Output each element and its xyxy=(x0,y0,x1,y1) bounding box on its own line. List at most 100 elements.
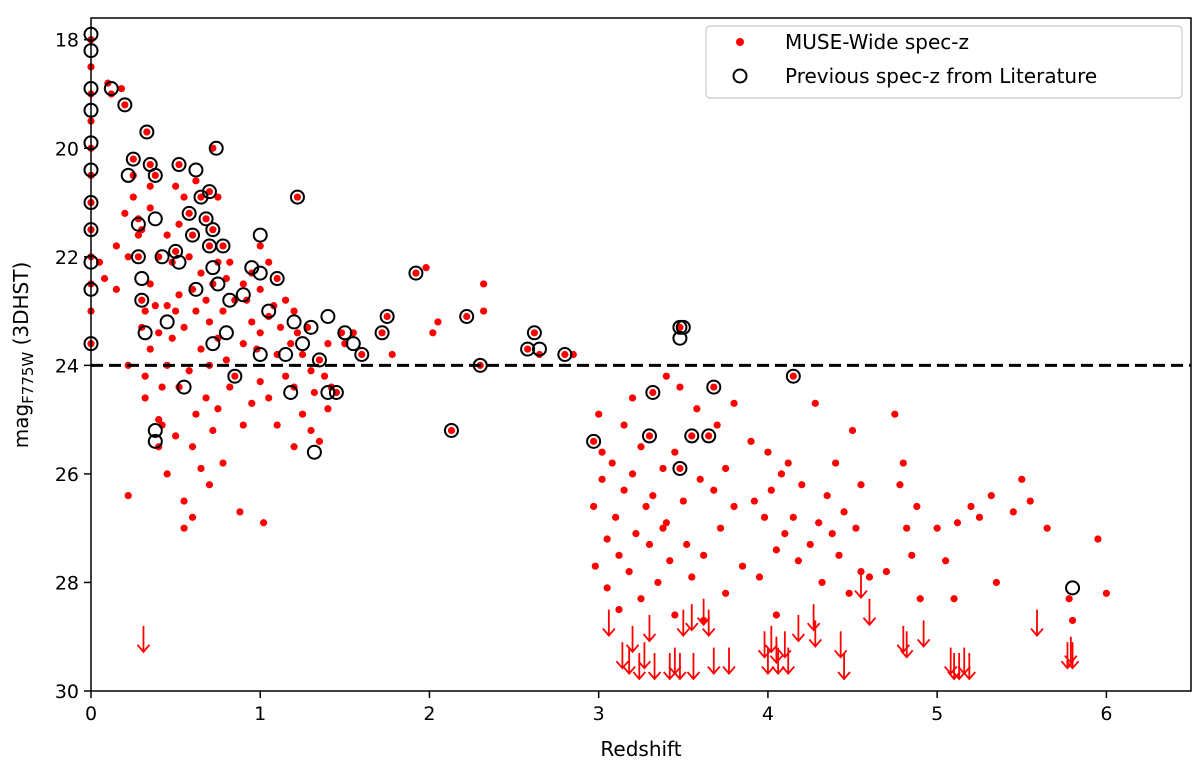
muse-point xyxy=(642,502,650,511)
muse-point xyxy=(117,84,126,93)
muse-point xyxy=(777,470,786,478)
muse-point xyxy=(205,318,214,326)
muse-point xyxy=(950,595,958,603)
muse-point xyxy=(688,573,696,581)
muse-point xyxy=(1018,475,1026,483)
muse-point xyxy=(337,329,346,337)
muse-point xyxy=(662,519,670,527)
muse-point xyxy=(696,475,704,483)
muse-point xyxy=(1068,616,1077,625)
y-tick-label: 28 xyxy=(55,572,79,594)
legend-box xyxy=(705,25,1183,99)
muse-point xyxy=(222,274,230,283)
literature-point xyxy=(134,292,150,308)
literature-point xyxy=(295,336,311,352)
literature-point xyxy=(171,157,187,173)
muse-point xyxy=(772,611,780,619)
y-tick-label: 30 xyxy=(55,681,79,703)
muse-point xyxy=(693,405,701,413)
muse-point xyxy=(185,253,193,261)
muse-point xyxy=(324,405,332,413)
muse-point xyxy=(239,280,247,288)
muse-point xyxy=(645,540,654,549)
muse-point xyxy=(265,394,273,402)
muse-point xyxy=(480,307,488,315)
muse-point xyxy=(628,394,637,402)
muse-point xyxy=(953,519,962,527)
muse-point xyxy=(772,546,780,554)
upper-limit-arrow xyxy=(791,615,806,643)
literature-point xyxy=(120,167,136,183)
muse-point xyxy=(168,334,176,342)
muse-point xyxy=(141,307,149,315)
y-axis-label-subscript: F775W xyxy=(19,352,37,404)
muse-point xyxy=(192,177,200,185)
muse-point xyxy=(628,470,637,478)
muse-point xyxy=(730,502,738,511)
upper-limit-arrow xyxy=(916,620,931,648)
muse-point xyxy=(265,258,273,266)
muse-point xyxy=(760,513,769,521)
muse-point xyxy=(671,611,679,619)
muse-point xyxy=(298,410,307,418)
muse-point xyxy=(1009,508,1017,516)
literature-point xyxy=(181,205,197,221)
muse-point xyxy=(412,269,420,277)
upper-limit-arrow xyxy=(696,598,711,627)
literature-point xyxy=(198,211,214,227)
muse-point xyxy=(806,540,814,549)
literature-point xyxy=(205,222,221,238)
muse-point xyxy=(290,443,298,451)
muse-point xyxy=(298,350,307,359)
muse-point xyxy=(304,323,312,331)
muse-point xyxy=(659,464,667,473)
literature-point xyxy=(586,433,602,449)
muse-point xyxy=(205,481,214,489)
literature-point xyxy=(117,97,133,113)
literature-point xyxy=(147,211,163,227)
muse-point xyxy=(899,459,907,467)
muse-point xyxy=(260,519,268,527)
literature-point xyxy=(176,379,192,395)
muse-point xyxy=(987,492,995,500)
upper-limit-arrow xyxy=(1065,642,1080,670)
muse-point xyxy=(307,367,315,375)
literature-point xyxy=(345,336,361,352)
muse-point xyxy=(615,605,623,614)
muse-point xyxy=(172,432,180,440)
muse-point xyxy=(688,432,696,440)
muse-point xyxy=(134,231,142,239)
muse-point xyxy=(590,502,598,511)
muse-point xyxy=(155,253,163,261)
x-tick-label: 5 xyxy=(931,703,943,725)
upper-limit-arrow xyxy=(1030,609,1044,637)
muse-point xyxy=(248,318,256,326)
muse-point xyxy=(226,383,234,391)
muse-point xyxy=(129,155,137,163)
literature-point xyxy=(208,140,224,156)
muse-point xyxy=(163,302,171,310)
literature-point xyxy=(785,368,801,384)
upper-limit-arrow xyxy=(764,625,778,654)
literature-point xyxy=(443,422,459,438)
muse-point xyxy=(434,318,442,326)
muse-point xyxy=(811,399,819,407)
muse-point xyxy=(112,285,120,293)
muse-point xyxy=(676,464,684,473)
legend-label-literature: Previous spec-z from Literature xyxy=(785,64,1097,88)
muse-point xyxy=(239,421,247,429)
muse-point xyxy=(231,372,239,380)
muse-point xyxy=(358,350,366,359)
muse-point xyxy=(175,220,183,228)
ticks-layer: 0 1 2 3 4 5 6 18 20 22 24 26 28 30 xyxy=(55,30,1113,725)
muse-point xyxy=(903,524,911,532)
muse-point xyxy=(214,193,222,201)
muse-point xyxy=(747,437,755,445)
muse-point xyxy=(307,426,315,435)
y-tick-label: 26 xyxy=(55,464,79,486)
literature-point xyxy=(222,292,238,308)
muse-point xyxy=(315,437,324,445)
muse-point xyxy=(524,345,532,353)
literature-point xyxy=(303,319,319,335)
muse-point xyxy=(1102,589,1110,597)
